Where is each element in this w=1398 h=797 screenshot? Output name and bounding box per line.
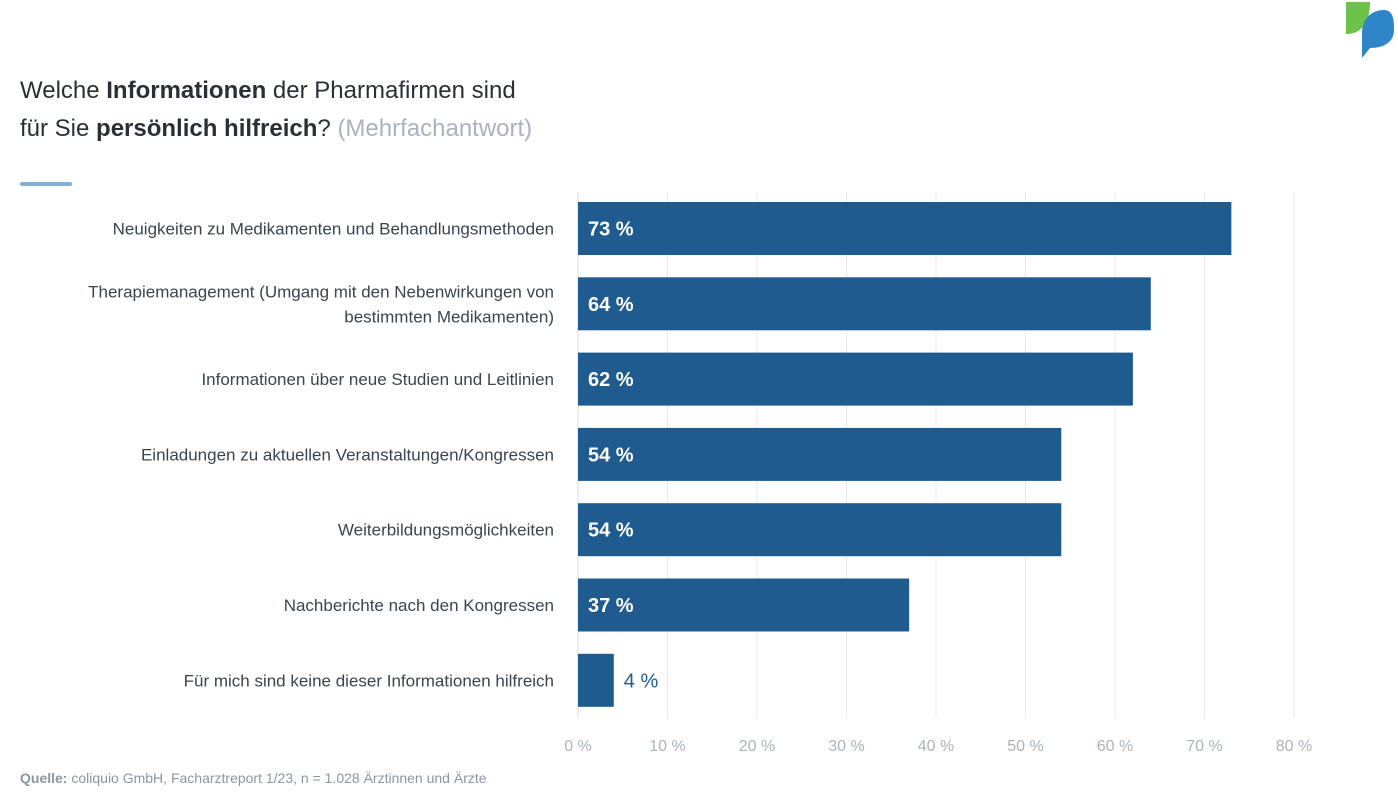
x-tick-label: 0 % (564, 738, 592, 755)
x-tick-label: 20 % (739, 738, 775, 755)
title-bold-text: Informationen (106, 77, 267, 104)
category-label: Für mich sind keine dieser Informationen… (184, 671, 554, 690)
bar-value-label: 37 % (588, 595, 634, 617)
title-line-1: Welche Informationen der Pharmafirmen si… (20, 72, 640, 110)
bar (578, 202, 1232, 255)
bar (578, 427, 1062, 481)
logo-green-leaf (1346, 2, 1370, 34)
coliquio-logo (1346, 2, 1394, 58)
x-tick-label: 70 % (1186, 738, 1222, 755)
title-text: ? (317, 115, 338, 142)
logo-blue-leaf (1362, 10, 1394, 58)
bar-value-label: 54 % (588, 444, 634, 466)
category-label: Weiterbildungsmöglichkeiten (338, 521, 554, 540)
bar-value-label: 64 % (588, 294, 634, 316)
category-label: Informationen über neue Studien und Leit… (201, 370, 554, 389)
bar (578, 653, 614, 707)
x-tick-label: 50 % (1007, 738, 1043, 755)
chart-title: Welche Informationen der Pharmafirmen si… (20, 72, 640, 148)
x-tick-label: 30 % (828, 738, 864, 755)
bar-value-label: 62 % (588, 369, 634, 391)
source-note: Quelle: coliquio GmbH, Facharztreport 1/… (20, 770, 487, 786)
source-text: coliquio GmbH, Facharztreport 1/23, n = … (67, 770, 487, 786)
bar (578, 352, 1133, 406)
category-label: Therapiemanagement (Umgang mit den Neben… (88, 282, 554, 301)
source-label: Quelle: (20, 770, 68, 786)
bar-value-label: 73 % (588, 219, 634, 241)
bar-value-label: 4 % (624, 670, 659, 692)
x-tick-label: 80 % (1276, 738, 1312, 755)
bar (578, 277, 1151, 331)
category-label: Einladungen zu aktuellen Veranstaltungen… (141, 445, 554, 464)
category-label: bestimmten Medikamenten) (344, 307, 554, 326)
title-bold-text: persönlich hilfreich (96, 115, 318, 142)
x-tick-label: 10 % (649, 738, 685, 755)
title-subtitle: (Mehrfachantwort) (337, 115, 533, 142)
title-line-2: für Sie persönlich hilfreich? (Mehrfacha… (20, 110, 640, 148)
title-text: der Pharmafirmen sind (266, 77, 516, 104)
bar-value-label: 54 % (588, 520, 634, 542)
x-tick-label: 60 % (1097, 738, 1133, 755)
title-accent-divider (20, 182, 72, 186)
x-tick-label: 40 % (918, 738, 954, 755)
category-label: Nachberichte nach den Kongressen (284, 596, 554, 615)
title-text: für Sie (20, 115, 97, 142)
title-text: Welche (20, 77, 107, 104)
bar (578, 578, 910, 632)
bar (578, 503, 1062, 557)
category-label: Neuigkeiten zu Medikamenten und Behandlu… (113, 220, 554, 239)
